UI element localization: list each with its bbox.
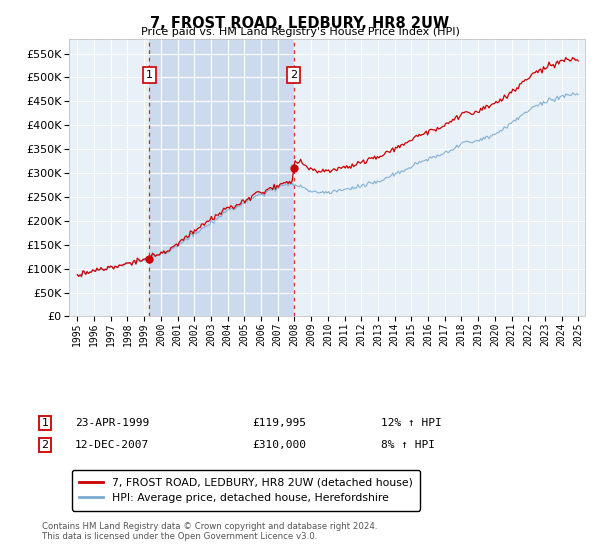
Text: £119,995: £119,995: [252, 418, 306, 428]
Text: 7, FROST ROAD, LEDBURY, HR8 2UW: 7, FROST ROAD, LEDBURY, HR8 2UW: [151, 16, 449, 31]
Text: 2: 2: [41, 440, 49, 450]
Text: Price paid vs. HM Land Registry's House Price Index (HPI): Price paid vs. HM Land Registry's House …: [140, 27, 460, 37]
Text: 23-APR-1999: 23-APR-1999: [75, 418, 149, 428]
Text: Contains HM Land Registry data © Crown copyright and database right 2024.
This d: Contains HM Land Registry data © Crown c…: [42, 522, 377, 542]
Text: 1: 1: [41, 418, 49, 428]
Text: 12% ↑ HPI: 12% ↑ HPI: [381, 418, 442, 428]
Legend: 7, FROST ROAD, LEDBURY, HR8 2UW (detached house), HPI: Average price, detached h: 7, FROST ROAD, LEDBURY, HR8 2UW (detache…: [72, 470, 421, 511]
Text: 2: 2: [290, 70, 297, 80]
Text: 1: 1: [146, 70, 153, 80]
Bar: [149, 39, 293, 316]
Text: 12-DEC-2007: 12-DEC-2007: [75, 440, 149, 450]
Text: £310,000: £310,000: [252, 440, 306, 450]
Text: 8% ↑ HPI: 8% ↑ HPI: [381, 440, 435, 450]
